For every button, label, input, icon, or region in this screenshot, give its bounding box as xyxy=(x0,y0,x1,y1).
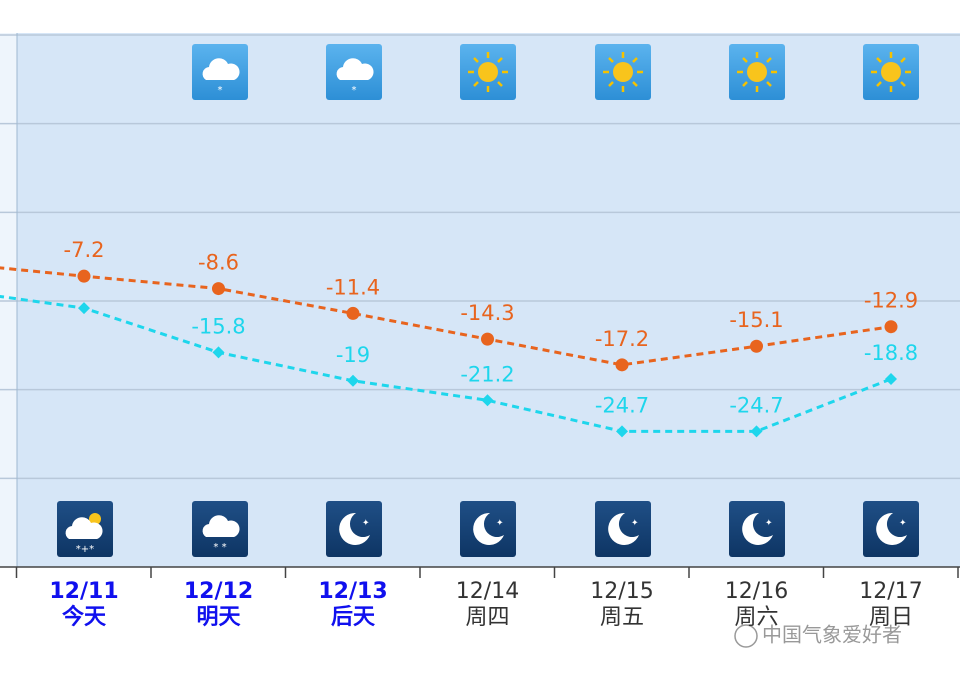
x-tick-sublabel: 周六 xyxy=(734,605,778,630)
point xyxy=(481,332,494,346)
data-label: -24.7 xyxy=(595,393,649,417)
plot-area xyxy=(0,33,960,567)
point xyxy=(77,269,91,283)
x-tick-sublabel: 周日 xyxy=(869,605,913,630)
x-tick-label: 12/13 xyxy=(318,579,387,604)
x-tick-label: 12/15 xyxy=(590,579,653,604)
point xyxy=(212,346,225,359)
x-tick-label: 12/16 xyxy=(725,579,788,604)
point xyxy=(750,339,763,353)
watermark: 中国气象爱好者 xyxy=(762,623,902,647)
point xyxy=(78,302,90,315)
data-label: -14.3 xyxy=(460,301,514,325)
series-line xyxy=(0,294,892,433)
data-label: -12.9 xyxy=(864,289,918,313)
point xyxy=(616,425,628,438)
data-label: -21.2 xyxy=(460,362,514,386)
x-tick-sublabel: 周五 xyxy=(600,605,644,630)
x-tick-label: 12/14 xyxy=(456,579,519,604)
data-label: -18.8 xyxy=(864,341,918,365)
point xyxy=(212,282,225,296)
x-tick-label: 12/17 xyxy=(859,579,922,604)
x-tick-sublabel: 周四 xyxy=(465,605,509,630)
point xyxy=(750,425,763,438)
x-tick-label: 12/12 xyxy=(184,579,253,604)
x-tick-sublabel: 明天 xyxy=(196,605,241,630)
data-label: -17.2 xyxy=(595,327,649,351)
point xyxy=(615,358,629,372)
series-line xyxy=(0,266,892,367)
x-tick-sublabel: 今天 xyxy=(62,604,107,630)
data-label: -11.4 xyxy=(326,275,380,299)
data-label: -15.8 xyxy=(191,314,245,338)
point xyxy=(884,320,898,334)
left-strip xyxy=(0,33,17,567)
data-label: -24.7 xyxy=(729,393,783,417)
point xyxy=(481,394,494,407)
point xyxy=(346,306,360,320)
x-tick-sublabel: 后天 xyxy=(331,605,376,630)
point xyxy=(347,374,359,387)
data-label: -8.6 xyxy=(198,251,239,275)
x-tick-label: 12/11 xyxy=(49,579,118,604)
watermark-group: 中国气象爱好者 xyxy=(734,623,902,648)
data-label: -19 xyxy=(336,343,370,367)
point xyxy=(885,373,897,386)
data-label: -7.2 xyxy=(64,238,105,262)
data-label: -15.1 xyxy=(729,308,783,332)
